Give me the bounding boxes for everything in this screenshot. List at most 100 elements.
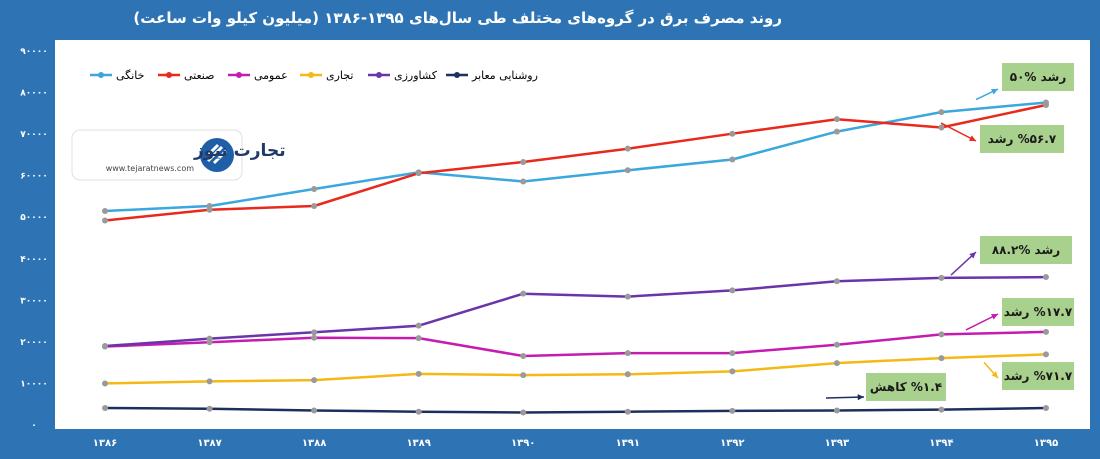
data-point: [938, 331, 945, 338]
data-point: [729, 350, 736, 357]
data-point: [833, 128, 840, 135]
annotation-label: %۵۶.۷ رشد: [988, 132, 1057, 146]
y-tick-label: ۸۰۰۰۰: [20, 89, 47, 99]
data-point: [729, 130, 736, 137]
data-point: [1043, 102, 1049, 109]
legend-marker: [376, 72, 382, 78]
data-point: [938, 355, 945, 362]
annotation-arrowhead: [969, 135, 976, 141]
legend-marker: [166, 72, 172, 78]
data-point: [1043, 351, 1049, 358]
x-tick-label: ۱۳۸۶: [93, 438, 117, 449]
y-tick-label: ۵۰۰۰۰: [20, 213, 47, 223]
x-tick-label: ۱۳۹۵: [1034, 438, 1058, 449]
x-tick-label: ۱۳۹۲: [720, 438, 744, 449]
annotation-arrowhead: [991, 314, 998, 320]
x-tick-label: ۱۳۸۹: [406, 438, 430, 449]
annotation-arrowhead: [857, 394, 864, 401]
data-point: [311, 203, 318, 210]
annotation-label: رشد %۵۰: [1010, 70, 1067, 84]
y-tick-label: ۱۰۰۰۰: [20, 379, 47, 389]
x-tick-label: ۱۳۸۷: [197, 438, 221, 449]
series-line: [104, 406, 1047, 414]
data-point: [1043, 328, 1049, 335]
data-point: [938, 109, 945, 116]
data-point: [520, 290, 527, 297]
data-point: [311, 334, 318, 341]
legend-marker: [454, 72, 460, 78]
logo-box: [71, 129, 243, 181]
data-point: [833, 278, 840, 285]
data-point: [624, 371, 631, 378]
legend-label: صنعتی: [184, 69, 214, 82]
data-point: [1043, 404, 1049, 411]
annotation-arrow: [940, 122, 977, 142]
x-tick-label: ۱۳۹۱: [616, 438, 640, 449]
series-line: [104, 330, 1047, 358]
data-point: [102, 343, 108, 350]
logo-arrow-icon: [206, 143, 228, 165]
data-point: [102, 404, 108, 411]
annotation-box: [980, 125, 1064, 153]
x-tick-label: ۱۳۹۴: [929, 438, 953, 449]
y-axis: ۰ ۱۰۰۰۰ ۲۰۰۰۰ ۳۰۰۰۰ ۴۰۰۰۰ ۵۰۰۰۰ ۶۰۰۰۰ ۷۰۰۰۰ ۸۰۰۰…: [20, 47, 47, 431]
data-point: [415, 335, 422, 342]
legend: خانگی صنعتی عمومی تجاری کشاورزی روشنایی معابر: [90, 69, 538, 82]
data-point: [938, 124, 945, 131]
y-tick-label: ۶۰۰۰۰: [20, 172, 47, 182]
legend-label: روشنایی معابر: [471, 69, 538, 82]
data-point: [206, 206, 213, 213]
data-point: [938, 274, 945, 281]
annotation-label: %۷۱.۷ رشد: [1004, 369, 1073, 383]
legend-label: خانگی: [116, 69, 144, 82]
legend-marker: [308, 72, 314, 78]
data-point: [520, 353, 527, 360]
annotation-arrow: [825, 396, 865, 399]
data-point: [415, 408, 422, 415]
legend-label: کشاورزی: [394, 69, 438, 82]
annotation-label: %۱۷.۷ رشد: [1004, 305, 1073, 319]
y-tick-label: ۰: [31, 421, 37, 431]
annotation-box: [980, 236, 1072, 264]
data-point: [729, 287, 736, 294]
data-point: [520, 372, 527, 379]
series-line: [104, 101, 1047, 213]
y-tick-label: ۹۰۰۰۰: [20, 47, 47, 57]
data-point: [206, 405, 213, 412]
data-point: [1043, 274, 1049, 281]
data-point: [415, 170, 422, 177]
data-point: [415, 322, 422, 329]
y-tick-label: ۷۰۰۰۰: [20, 130, 47, 140]
logo-url: www.tejaratnews.com: [106, 164, 194, 173]
data-point: [833, 116, 840, 123]
data-point: [729, 407, 736, 414]
series-line: [104, 103, 1047, 222]
annotation-box: [1002, 362, 1074, 390]
series-layer: [102, 99, 1049, 416]
data-point: [729, 368, 736, 375]
legend-label: تجاری: [326, 69, 353, 82]
annotation-box: [1002, 298, 1074, 326]
annotation-label: رشد %۸۸.۲: [992, 243, 1060, 257]
chart-title: روند مصرف برق در گروه‌های مختلف طی سال‌ه…: [133, 9, 782, 27]
series-line: [104, 353, 1047, 385]
y-tick-label: ۴۰۰۰۰: [20, 255, 47, 265]
legend-marker: [236, 72, 242, 78]
logo-icon: [200, 138, 234, 172]
data-point: [520, 158, 527, 165]
annotation-arrowhead: [991, 88, 998, 95]
data-point: [833, 341, 840, 348]
data-point: [938, 406, 945, 413]
legend-label: عمومی: [254, 69, 288, 82]
data-point: [520, 409, 527, 416]
data-point: [311, 185, 318, 192]
x-tick-label: ۱۳۹۳: [825, 438, 849, 449]
logo-name: تجارت نیوز: [193, 141, 286, 161]
x-tick-label: ۱۳۸۸: [302, 438, 326, 449]
data-point: [833, 407, 840, 414]
data-point: [520, 178, 527, 185]
data-point: [415, 370, 422, 377]
data-point: [624, 293, 631, 300]
